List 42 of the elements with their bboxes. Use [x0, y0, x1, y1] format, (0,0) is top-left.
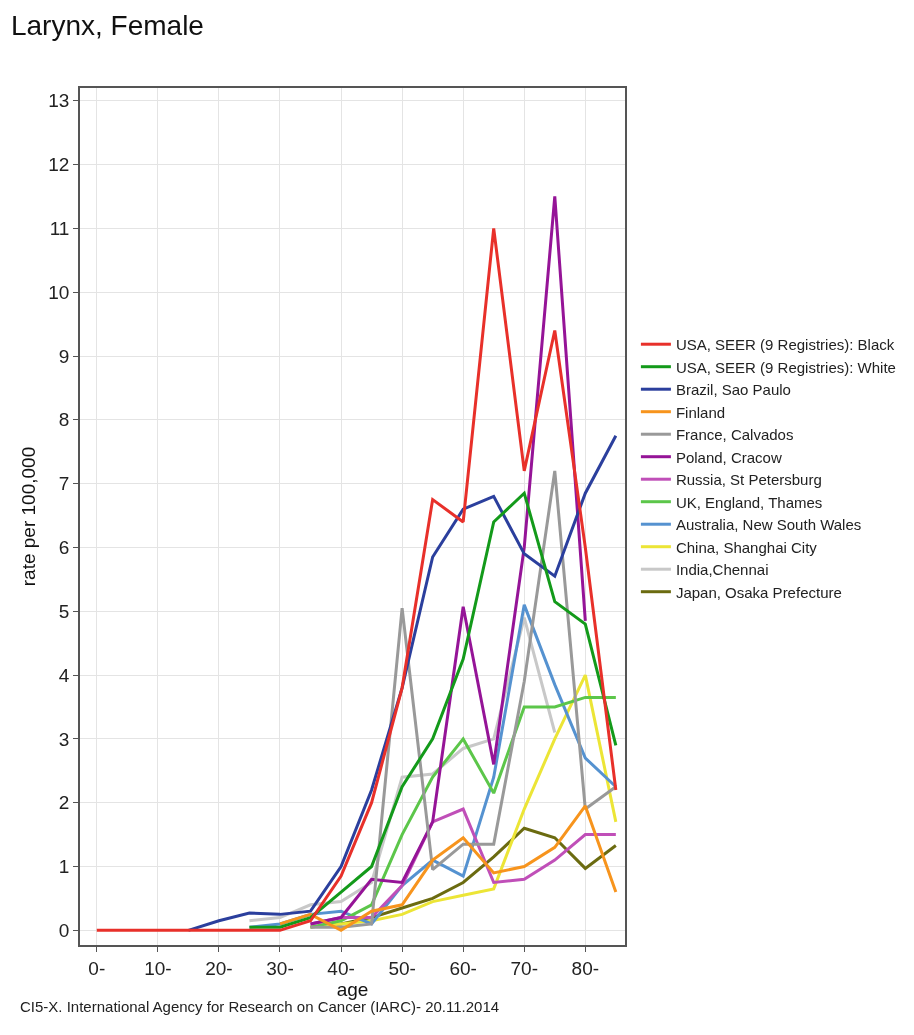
x-tick-label: 20-: [205, 957, 233, 979]
y-tick-label: 10: [48, 281, 70, 303]
legend-label: UK, England, Thames: [675, 493, 823, 511]
legend-label: Russia, St Petersburg: [675, 471, 822, 489]
x-axis-title: age: [336, 978, 369, 1000]
legend-label: China, Shanghai City: [675, 538, 818, 556]
y-tick-label: 8: [58, 409, 70, 431]
legend-label: USA, SEER (9 Registries): White: [675, 358, 896, 376]
legend-label: France, Calvados: [675, 426, 794, 444]
y-tick-label: 4: [58, 664, 70, 686]
chart-title: Larynx, Female: [10, 10, 204, 42]
y-tick-label: 2: [58, 792, 70, 814]
y-tick-label: 1: [58, 856, 70, 878]
y-tick-label: 3: [58, 728, 70, 750]
legend-label: Poland, Cracow: [675, 448, 782, 466]
y-tick-label: 11: [49, 218, 70, 240]
y-axis-title: rate per 100,000: [17, 446, 39, 587]
legend-label: Japan, Osaka Prefecture: [675, 583, 842, 601]
legend-label: Finland: [675, 403, 726, 421]
y-tick-label: 13: [48, 90, 70, 112]
x-tick-label: 30-: [266, 957, 294, 979]
legend-label: India,Chennai: [675, 561, 769, 579]
legend-label: Brazil, Sao Paulo: [675, 381, 791, 399]
x-tick-label: 40-: [327, 957, 355, 979]
x-tick-label: 0-: [88, 957, 106, 979]
x-tick-label: 80-: [571, 957, 600, 979]
x-tick-label: 60-: [449, 957, 477, 979]
line-series: [278, 804, 618, 932]
y-tick-label: 6: [58, 537, 70, 559]
x-tick-label: 50-: [388, 957, 416, 979]
legend-label: USA, SEER (9 Registries): Black: [675, 336, 895, 354]
y-tick-label: 0: [58, 919, 70, 941]
y-tick-label: 12: [48, 154, 70, 176]
line-series: [95, 226, 618, 932]
y-tick-label: 5: [58, 600, 70, 622]
line-series: [247, 491, 618, 929]
x-tick-label: 10-: [144, 957, 172, 979]
line-series: [309, 194, 587, 926]
legend-label: Australia, New South Wales: [675, 516, 862, 534]
y-tick-label: 7: [58, 473, 70, 495]
x-tick-label: 70-: [510, 957, 538, 979]
y-tick-label: 9: [58, 345, 70, 367]
